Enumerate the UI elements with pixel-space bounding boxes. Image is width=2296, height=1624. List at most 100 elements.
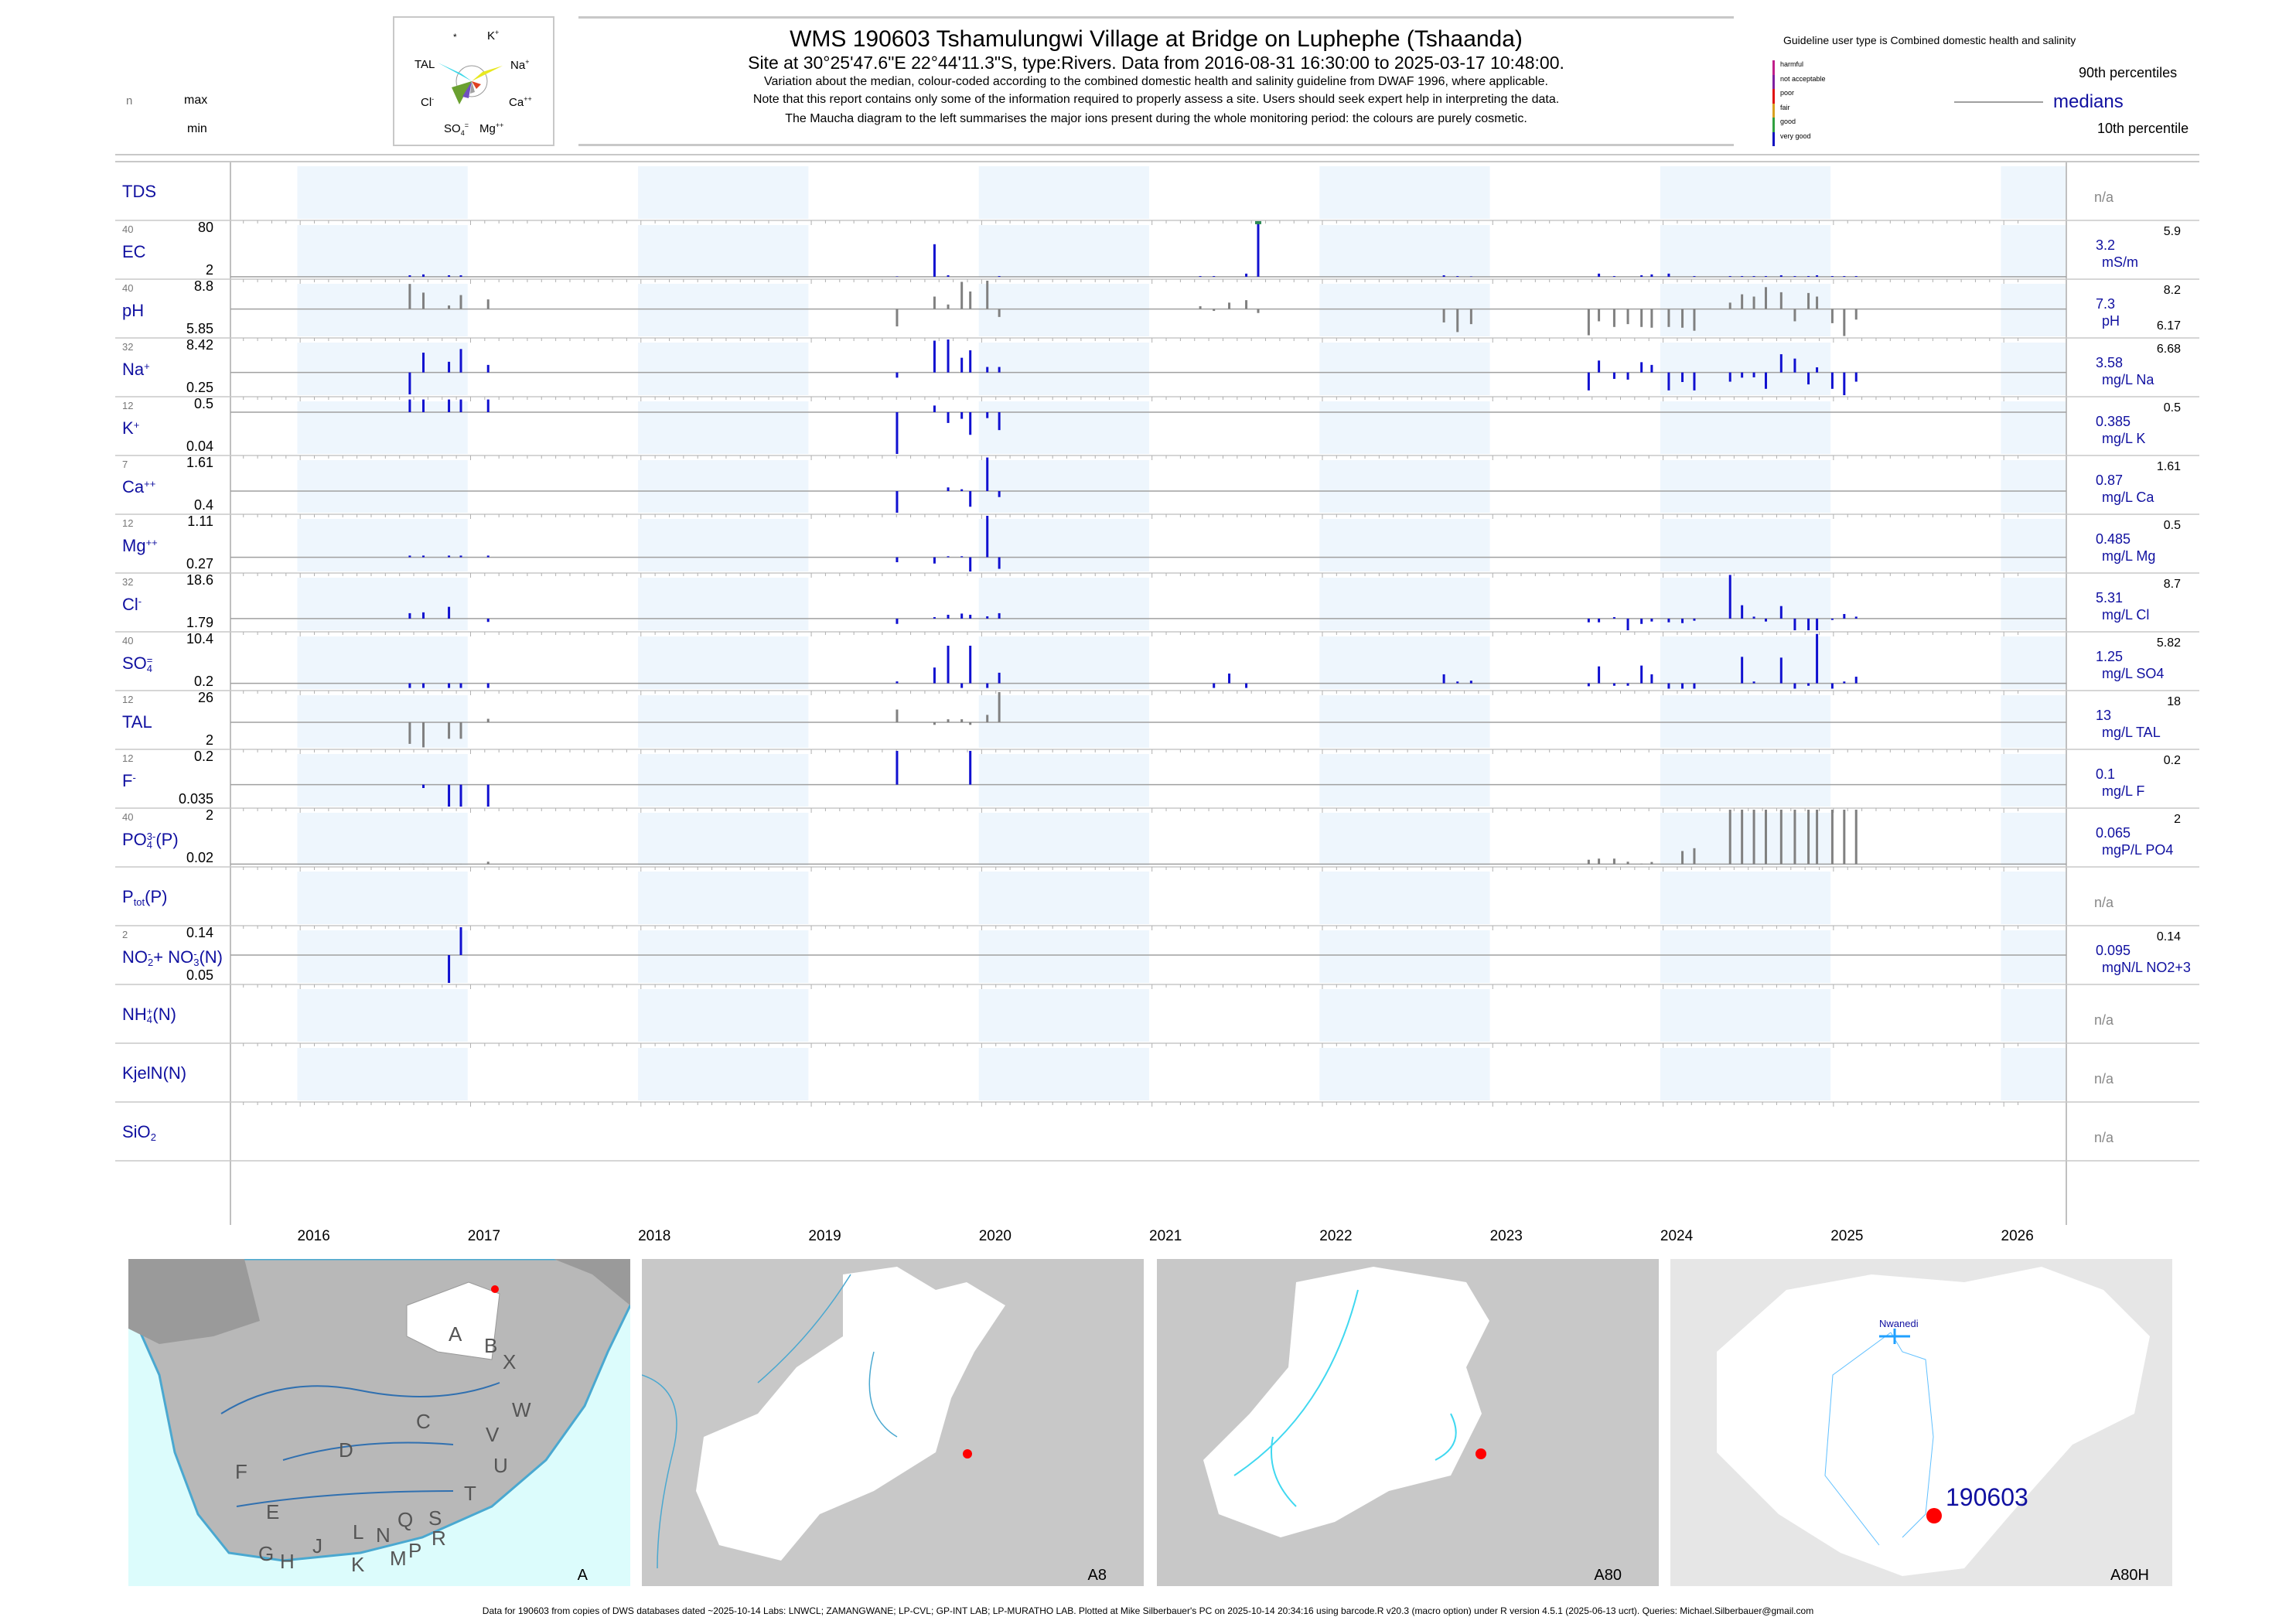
median-unit: mgP/L PO4: [2102, 842, 2174, 858]
map-panel-a8: A8: [642, 1259, 1144, 1586]
year-band: [978, 284, 1149, 336]
label-text: EC: [122, 242, 146, 261]
row-max: 2: [205, 807, 213, 823]
year-band: [638, 695, 809, 748]
maucha-tal-petal: [438, 63, 472, 81]
p90-value: 6.68: [2156, 343, 2181, 356]
year-band: [1319, 930, 1490, 983]
drainage-region-label: A: [449, 1322, 462, 1346]
year-band: [978, 460, 1149, 513]
year-band: [638, 519, 809, 571]
maucha-mg-petal: [470, 81, 475, 94]
drainage-region-label: X: [503, 1350, 517, 1373]
row-label: NO -2 + NO -3 (N): [122, 947, 223, 967]
p90-value: 0.5: [2163, 401, 2181, 415]
site-marker: [1476, 1448, 1486, 1459]
median-unit: mg/L F: [2102, 783, 2145, 799]
median-unit: mg/L Na: [2102, 372, 2154, 387]
year-band: [297, 343, 468, 395]
year-band: [1319, 813, 1490, 865]
year-band: [1660, 930, 1831, 983]
maucha-ca-label: Ca++: [509, 95, 532, 109]
row-max: 10.4: [186, 631, 213, 647]
row-max: 0.14: [186, 925, 213, 940]
year-tick-label: 2024: [1660, 1228, 1694, 1244]
p90-value: 8.2: [2163, 284, 2181, 297]
label-text: Mg: [122, 536, 146, 555]
year-tick-label: 2022: [1319, 1228, 1353, 1244]
row-label: Mg ++: [122, 536, 158, 556]
year-band: [1660, 578, 1831, 630]
year-tick-label: 2025: [1830, 1228, 1864, 1244]
year-band: [2001, 695, 2066, 748]
maucha-ca-petal: [472, 81, 481, 89]
p90-value: 2: [2174, 813, 2181, 826]
year-band: [1660, 519, 1831, 571]
year-band: [2001, 225, 2066, 278]
year-band: [638, 343, 809, 395]
guideline-color-swatch: [1772, 74, 1775, 89]
row-label: KjelN(N): [122, 1063, 186, 1083]
p10-legend: 10th percentile: [2097, 121, 2189, 136]
row-min: 5.85: [186, 321, 213, 336]
median-value: 5.31: [2096, 590, 2124, 606]
sample-count: 32: [122, 576, 134, 588]
year-band: [978, 872, 1149, 924]
year-band: [1319, 754, 1490, 807]
sample-count: 32: [122, 341, 134, 353]
year-band: [638, 636, 809, 689]
median-unit: mg/L Ca: [2102, 490, 2154, 505]
median-unit: mgN/L NO2+3: [2102, 960, 2191, 975]
label-script: +: [133, 419, 140, 432]
p90-value: 5.82: [2156, 636, 2181, 650]
year-band: [978, 225, 1149, 278]
year-band: [1319, 1048, 1490, 1100]
year-band: [978, 695, 1149, 748]
label-script: 3- 4: [146, 831, 156, 851]
map-label-a80h: A80H: [2110, 1567, 2149, 1584]
label-text: NO: [122, 947, 148, 967]
median-unit: mS/m: [2102, 254, 2138, 270]
row-label: NH +4 (N): [122, 1005, 176, 1025]
row-min: 0.02: [186, 850, 213, 865]
drainage-region-label: T: [464, 1482, 476, 1505]
label-text: PO: [122, 830, 147, 849]
median-value: 0.485: [2096, 531, 2131, 547]
label-script: tot: [133, 896, 145, 909]
row-max: 18.6: [186, 572, 213, 588]
year-band: [297, 166, 468, 219]
guideline-class-label: not acceptable: [1780, 74, 1826, 83]
median-value: 0.87: [2096, 473, 2124, 488]
year-band: [638, 460, 809, 513]
drainage-region-label: K: [351, 1553, 365, 1576]
drainage-region-label: R: [432, 1527, 446, 1550]
sample-count: 12: [122, 400, 134, 411]
median-legend-line: [1954, 101, 2043, 103]
year-band: [978, 813, 1149, 865]
drainage-region-label: Q: [397, 1508, 414, 1531]
row-label: TDS: [122, 182, 156, 202]
median-unit: mg/L SO4: [2102, 666, 2165, 681]
year-band: [978, 401, 1149, 454]
guideline-class-label: poor: [1780, 89, 1795, 97]
row-label: P tot (P): [122, 887, 167, 907]
site-marker: [963, 1449, 972, 1459]
maucha-star: *: [453, 32, 457, 43]
note-variation: Variation about the median, colour-coded…: [764, 75, 1548, 88]
drainage-region-label: W: [512, 1398, 531, 1421]
year-band: [1660, 225, 1831, 278]
row-label: PO 3- 4 (P): [122, 830, 179, 850]
year-band: [978, 578, 1149, 630]
year-band: [297, 695, 468, 748]
year-band: [1660, 401, 1831, 454]
site-subtitle: Site at 30°25'47.6"E 22°44'11.3"S, type:…: [748, 53, 1564, 73]
year-band: [297, 636, 468, 689]
year-band: [978, 989, 1149, 1042]
label-script: -3: [193, 948, 200, 969]
label-text: (P): [155, 830, 179, 849]
year-band: [297, 813, 468, 865]
year-band: [2001, 401, 2066, 454]
row-min: 0.27: [186, 556, 213, 571]
median-unit: mg/L TAL: [2102, 725, 2161, 740]
row-min: 0.25: [186, 380, 213, 395]
